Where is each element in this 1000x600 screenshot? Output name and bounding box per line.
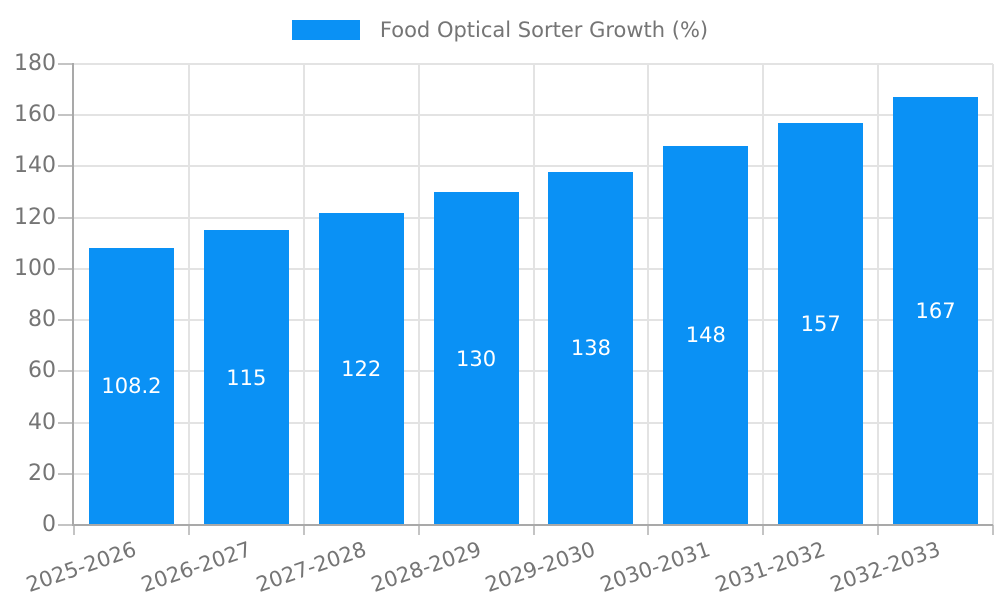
- y-tick-label-120: 120: [14, 204, 56, 230]
- y-tick-label-140: 140: [14, 153, 56, 179]
- plot-right-border: [992, 64, 994, 525]
- y-tick-label-80: 80: [28, 307, 56, 333]
- bar-2025-2026: 108.2: [88, 247, 174, 525]
- y-tick-label-100: 100: [14, 255, 56, 281]
- bar-value-label: 138: [570, 336, 611, 361]
- x-tick-label-2027-2028: 2027-2028: [252, 537, 370, 597]
- v-gridline-6: [762, 64, 765, 525]
- x-axis-line: [72, 524, 993, 526]
- x-tick-3: [417, 525, 420, 535]
- x-tick-2: [302, 525, 305, 535]
- x-tick-1: [187, 525, 190, 535]
- y-tick-0: [58, 524, 74, 526]
- bar-value-label: 122: [341, 356, 382, 381]
- y-tick-180: [58, 63, 74, 65]
- bar-value-label: 108.2: [101, 374, 162, 399]
- y-tick-20: [58, 472, 74, 475]
- y-axis-line: [72, 63, 74, 525]
- y-tick-160: [58, 114, 74, 117]
- x-tick-label-2025-2026: 2025-2026: [23, 537, 140, 597]
- x-tick-label-2032-2033: 2032-2033: [827, 537, 944, 597]
- x-tick-8: [992, 525, 994, 535]
- bar-value-label: 157: [800, 311, 841, 336]
- x-tick-label-2030-2031: 2030-2031: [597, 537, 714, 597]
- bar-2026-2027: 115: [203, 230, 289, 525]
- y-tick-label-0: 0: [42, 512, 56, 537]
- y-tick-label-180: 180: [14, 51, 56, 76]
- v-gridline-7: [877, 64, 880, 525]
- x-tick-label-2031-2032: 2031-2032: [712, 537, 829, 597]
- v-gridline-1: [187, 64, 190, 525]
- x-tick-label-2026-2027: 2026-2027: [138, 537, 255, 597]
- bar-2031-2032: 157: [778, 122, 864, 525]
- legend-swatch: [291, 20, 360, 40]
- bar-value-label: 167: [915, 299, 956, 324]
- y-tick-120: [58, 216, 74, 219]
- y-tick-60: [58, 370, 74, 373]
- y-tick-label-40: 40: [28, 409, 56, 435]
- v-gridline-5: [647, 64, 650, 525]
- y-tick-label-160: 160: [14, 102, 56, 128]
- x-tick-5: [647, 525, 650, 535]
- v-gridline-2: [302, 64, 305, 525]
- y-tick-100: [58, 267, 74, 270]
- x-tick-7: [877, 525, 880, 535]
- v-gridline-4: [532, 64, 535, 525]
- x-tick-label-2029-2030: 2029-2030: [482, 537, 599, 597]
- bar-value-label: 115: [226, 365, 267, 390]
- bar-2029-2030: 138: [548, 171, 634, 525]
- x-tick-0: [73, 525, 75, 535]
- x-tick-6: [762, 525, 765, 535]
- y-tick-label-20: 20: [28, 460, 56, 486]
- y-tick-140: [58, 165, 74, 168]
- legend[interactable]: Food Optical Sorter Growth (%): [0, 16, 1000, 44]
- bar-value-label: 148: [685, 323, 726, 348]
- legend-label: Food Optical Sorter Growth (%): [379, 18, 709, 42]
- bar-2028-2029: 130: [433, 192, 519, 525]
- x-tick-4: [532, 525, 535, 535]
- bar-2032-2033: 167: [893, 97, 979, 525]
- y-tick-label-60: 60: [28, 358, 56, 384]
- y-tick-40: [58, 421, 74, 424]
- plot-area: 108.2 115 122 130 138 148 157 167: [72, 63, 994, 526]
- x-tick-label-2028-2029: 2028-2029: [367, 537, 484, 597]
- bar-value-label: 130: [456, 346, 497, 371]
- bar-2030-2031: 148: [663, 145, 749, 525]
- bar-2027-2028: 122: [318, 212, 404, 525]
- v-gridline-3: [417, 64, 420, 525]
- y-tick-80: [58, 319, 74, 322]
